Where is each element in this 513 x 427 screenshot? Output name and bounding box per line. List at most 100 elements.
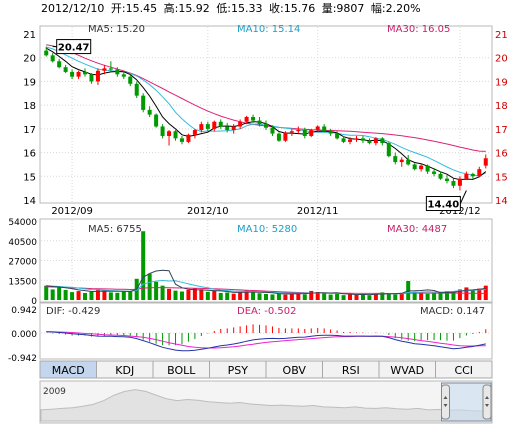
quote-date: 2012/12/10 [41,2,104,15]
candle-body [63,67,68,72]
volume-bar [218,292,223,300]
volume-ma5-line [46,269,486,296]
macd-dea-line [46,331,486,349]
indicator-tabs: MACD KDJ BOLL PSY OBV RSI WVAD CCI [39,360,493,379]
candle-body [76,71,81,77]
tab-obv[interactable]: OBV [265,360,323,379]
price-annotation-box [56,39,92,55]
volume-bar [154,281,159,300]
handle-arrow-down-icon [485,404,489,407]
candle-body [302,130,307,136]
volume-bar [238,291,243,300]
navigator-window[interactable] [441,382,492,422]
volume-bar [270,294,275,300]
volume-bar [115,292,120,300]
candle-body [134,83,139,96]
macd-legend-dea: DEA: -0.502 [237,306,296,317]
price-right-tick: 15 [495,172,508,183]
tab-rsi[interactable]: RSI [322,360,380,379]
volume-bar [451,291,456,300]
tab-psy[interactable]: PSY [209,360,267,379]
macd-legend-macd: MACD: 0.147 [420,306,485,317]
candle-body [412,164,417,170]
handle-arrow-up-icon [485,396,489,399]
volume-bar [412,291,417,300]
price-right-tick: 19 [495,77,508,88]
tab-cci[interactable]: CCI [435,360,493,379]
candle-body [289,131,294,133]
volume-axis: 0 13500 27000 40500 54000 [8,218,37,307]
quote-low: 低:15.33 [216,2,262,15]
candle-body [451,181,456,186]
volume-bar [335,293,340,300]
volume-bar [160,285,165,300]
handle-arrow-down-icon [443,404,448,407]
candle-body [470,173,475,177]
candle-body [115,69,120,75]
candle-body [225,126,230,131]
price-left-axis: 14 15 16 17 18 19 20 21 [23,30,36,207]
tab-label: KDJ [115,364,134,377]
candle-body [83,71,88,75]
volume-bar [44,285,49,300]
tab-label: MACD [52,364,85,377]
volume-bar [212,290,217,300]
volume-bar [108,292,113,300]
volume-bar [257,293,262,300]
candle-body [406,159,411,165]
price-right-tick: 14 [495,196,508,207]
candle-body [95,70,100,82]
price-x-axis: 2012/09 2012/10 2012/11 2012/12 [51,206,480,217]
candle-body [270,127,275,134]
tab-boll[interactable]: BOLL [152,360,210,379]
price-panel: 14 15 16 17 18 19 20 21 14 15 16 17 18 19 20 21 2012/0… [23,24,507,217]
candle-body [276,133,281,141]
volume-bar [147,273,152,300]
price-annotation-box [425,196,461,212]
volume-bar [309,290,314,300]
candle-body [160,126,165,136]
price-panel-frame [39,25,493,204]
candle-body [399,159,404,163]
volume-bar [89,291,94,300]
candle-body [238,121,243,127]
candle-body [186,134,191,142]
volume-bar [192,288,197,300]
candle-body [373,138,378,144]
navigator-right-handle[interactable] [482,384,492,420]
price-legend-ma10: MA10: 15.14 [237,24,300,35]
volume-bar [225,292,230,300]
tab-kdj[interactable]: KDJ [96,360,154,379]
tab-macd[interactable]: MACD [39,360,97,379]
candle-body [70,71,75,77]
candle-body [360,138,365,141]
candle-body [108,68,113,70]
volume-bar [128,290,133,300]
macd-tick: 0.942 [11,306,37,316]
volume-grid [41,220,491,301]
volume-bar [302,294,307,300]
candle-body [231,126,236,131]
macd-tick: 0.000 [11,330,37,340]
candle-body [315,126,320,131]
volume-bar [419,292,424,300]
candle-body [147,109,152,115]
tab-wvad[interactable]: WVAD [378,360,436,379]
price-right-tick: 17 [495,125,508,136]
price-left-tick: 19 [23,77,36,88]
volume-legend-ma10: MA10: 5280 [237,224,297,235]
candle-body [167,131,172,136]
volume-bar [432,293,437,300]
candle-body [322,126,327,132]
price-right-tick: 16 [495,149,508,160]
volume-bar [141,231,146,300]
volume-ma30-line [46,286,486,295]
volume-bar [283,294,288,300]
volume-bar [367,295,372,300]
navigator-history [40,389,492,422]
volume-bar [328,294,333,300]
macd-lines [46,331,486,352]
navigator-left-handle[interactable] [441,384,450,420]
price-left-tick: 14 [23,196,36,207]
